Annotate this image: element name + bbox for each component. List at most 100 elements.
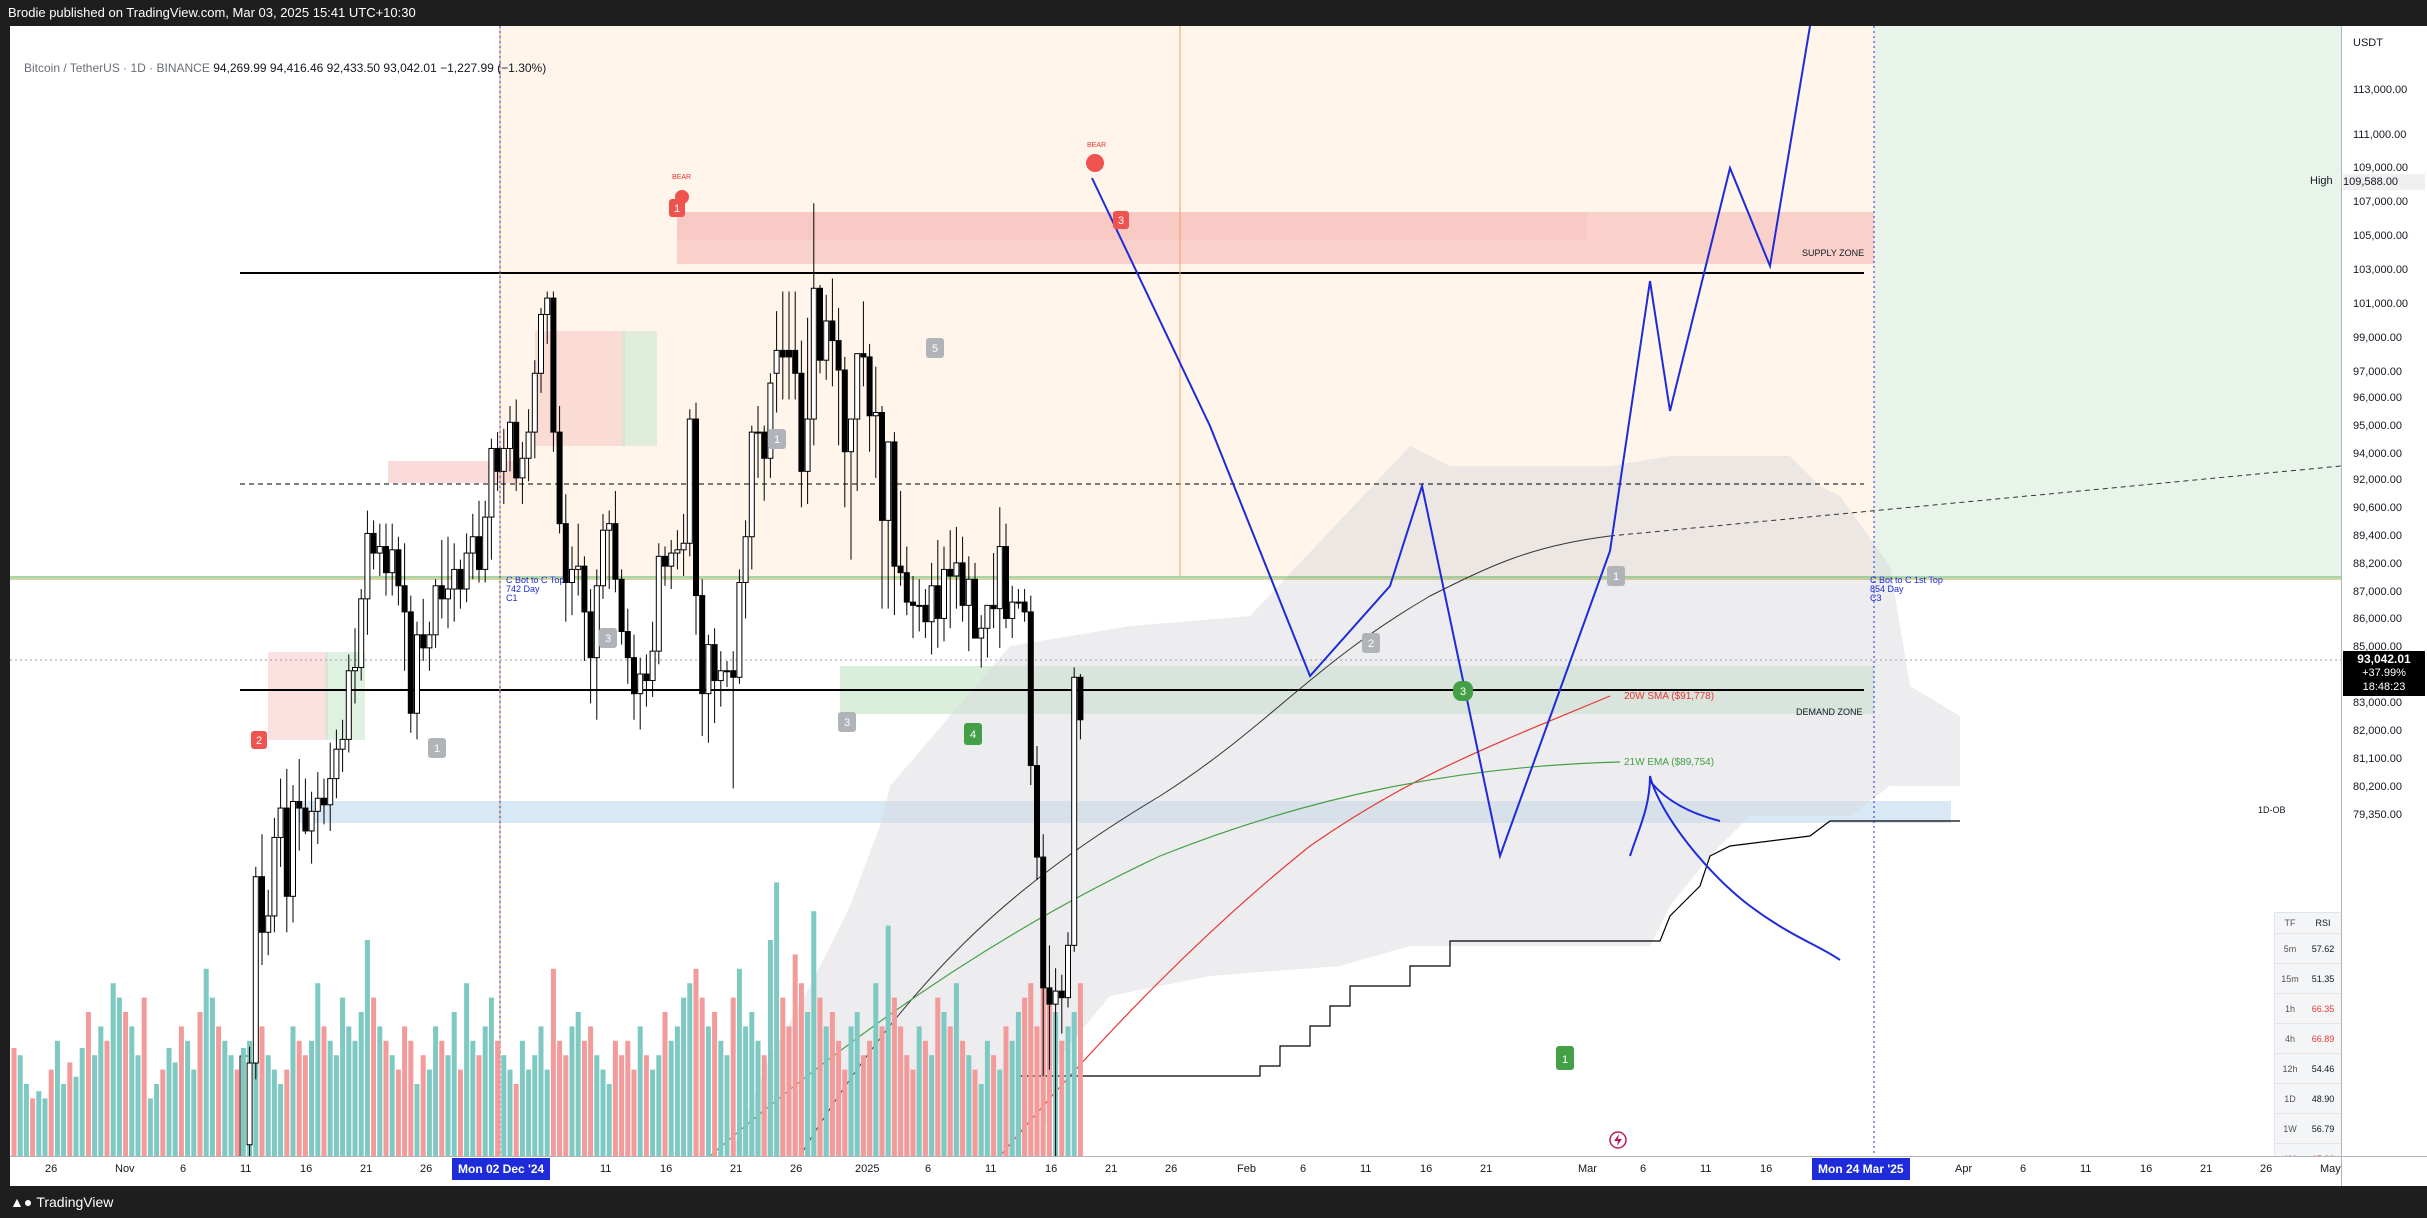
candle-body (513, 421, 520, 479)
volume-bar (402, 1026, 408, 1156)
volume-bar (265, 1055, 271, 1156)
price-label: 79,350.00 (2353, 809, 2402, 821)
volume-bar (1028, 983, 1034, 1156)
volume-bar (916, 1026, 922, 1156)
volume-bar (550, 968, 556, 1156)
chart-svg: 2 1 3 1 3 1 3 5 4 2 3 1 1 (10, 26, 2341, 1156)
time-label: 26 (790, 1163, 803, 1175)
candle-body (507, 421, 513, 449)
candle-body (829, 320, 836, 342)
volume-bar (594, 1055, 600, 1156)
candle-body (469, 536, 476, 554)
chart-pane[interactable]: 2 1 3 1 3 1 3 5 4 2 3 1 1 Bitcoin / Teth… (10, 26, 2341, 1156)
candle-body (668, 552, 675, 567)
ohlc-legend: Bitcoin / TetherUS · 1D · BINANCE 94,269… (24, 61, 546, 75)
volume-bar (625, 1040, 631, 1156)
candle-body (494, 447, 501, 472)
candle-body (649, 650, 656, 682)
time-axis[interactable] (10, 1156, 2341, 1187)
supply-zone-box-2 (677, 212, 1587, 240)
rsi-timeframe: 1h (2284, 1003, 2295, 1014)
volume-bar (910, 1069, 916, 1156)
candlesticks (246, 203, 1084, 1156)
volume-bar (476, 1055, 482, 1156)
volume-bar (699, 997, 705, 1156)
candle-body (618, 578, 625, 633)
volume-bar (718, 1040, 724, 1156)
volume-bar (457, 1069, 463, 1156)
volume-bar (433, 1026, 439, 1156)
rsi-timeframe: 4h (2284, 1033, 2295, 1044)
footer-bar (0, 1186, 2427, 1218)
candle-body (308, 810, 315, 832)
candle-body (941, 568, 947, 619)
price-label: 80,200.00 (2353, 781, 2402, 793)
rsi-row: 5m 57.62 (2275, 934, 2341, 964)
volume-bar (544, 1069, 550, 1156)
volume-bar (216, 1026, 222, 1156)
ohlc-high: 94,416.46 (269, 61, 324, 75)
volume-bar (532, 1055, 538, 1156)
volume-bar (984, 1040, 990, 1156)
candle-body (1021, 601, 1028, 613)
candle-body (990, 604, 997, 610)
candle-body (327, 778, 334, 806)
bear-label: BEAR (672, 174, 692, 181)
candle-body (314, 797, 321, 812)
price-label: 87,000.00 (2353, 586, 2402, 598)
tradingview-logo[interactable]: ▲● TradingView (10, 1193, 113, 1211)
candle-body (606, 523, 613, 531)
volume-bar (786, 1026, 792, 1156)
svg-text:1: 1 (1562, 1054, 1568, 1066)
volume-bar (643, 1055, 649, 1156)
price-label: 92,000.00 (2353, 474, 2402, 486)
volume-bar (302, 1055, 308, 1156)
volume-bar (588, 1026, 594, 1156)
ohlc-change: −1,227.99 (−1.30%) (440, 61, 547, 75)
time-label: 6 (1640, 1163, 1647, 1175)
candle-body (476, 536, 482, 570)
volume-bar (761, 1055, 767, 1156)
time-label: 26 (420, 1163, 433, 1175)
svg-text:1: 1 (774, 434, 780, 446)
volume-bar (451, 1012, 457, 1156)
candle-body (302, 807, 309, 832)
rsi-value: 48.90 (2311, 1093, 2335, 1104)
rsi-row: 1W 56.79 (2275, 1114, 2341, 1144)
volume-bar (234, 1069, 240, 1156)
marker-gray-3a: 3 (599, 628, 617, 648)
currency-label: USDT (2353, 37, 2383, 49)
rsi-value: 65.86 (2305, 1154, 2341, 1157)
volume-bar (30, 1098, 36, 1156)
rsi-header-row: TF RSI (2275, 913, 2341, 934)
candle-body (1009, 601, 1016, 619)
candle-body (1027, 611, 1034, 767)
bear-dot-1 (675, 190, 689, 204)
volume-bar (966, 1055, 972, 1156)
volume-bar (172, 1062, 178, 1156)
time-label: 6 (180, 1163, 187, 1175)
sma-line (999, 695, 1611, 1156)
axis-corner (2341, 1156, 2427, 1187)
candle-body (600, 529, 606, 587)
last-change: +37.99% (2362, 667, 2406, 679)
volume-bar (364, 940, 370, 1156)
candle-body (934, 585, 941, 619)
candle-body (959, 562, 966, 606)
candle-body (891, 441, 898, 567)
volume-bar (997, 1069, 1003, 1156)
volume-bar (606, 1084, 612, 1156)
lightning-icon[interactable] (1608, 1130, 1628, 1150)
candle-body (755, 431, 761, 434)
price-axis[interactable] (2341, 26, 2427, 1156)
volume-bar (17, 1055, 23, 1156)
volume-bar (123, 1012, 129, 1156)
volume-bar (98, 1026, 104, 1156)
volume-bar (991, 1055, 997, 1156)
time-label: 16 (1420, 1163, 1433, 1175)
candle-body (724, 670, 730, 673)
svg-text:2: 2 (256, 735, 262, 747)
marker-green-4: 4 (964, 723, 982, 745)
time-range-start: Mon 02 Dec '24 (452, 1158, 551, 1180)
svg-text:1: 1 (674, 203, 680, 215)
